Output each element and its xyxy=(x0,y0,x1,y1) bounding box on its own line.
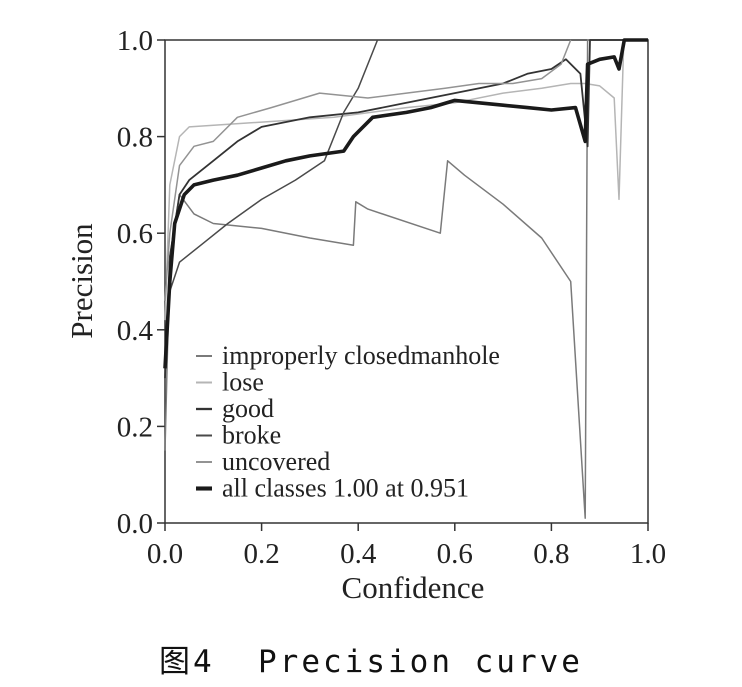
x-tick-label: 0.2 xyxy=(243,538,279,570)
y-tick-label: 0.4 xyxy=(117,315,154,347)
plot-frame xyxy=(164,39,649,524)
y-axis-title: Precision xyxy=(64,223,99,339)
y-tick-label: 0.8 xyxy=(117,122,153,154)
ticks: 0.0 0.2 0.4 0.6 0.8 1.0 0.0 0.2 0.4 0.6 0.8 1.0 xyxy=(117,25,666,570)
x-axis-title: Confidence xyxy=(342,570,485,605)
y-tick-label: 0.0 xyxy=(117,508,153,540)
y-tick-label: 1.0 xyxy=(117,25,153,57)
series-line-2 xyxy=(164,39,648,379)
series-line-4 xyxy=(164,39,572,301)
legend-label-0: improperly closedmanhole xyxy=(222,341,500,370)
series-line-5 xyxy=(163,38,648,369)
legend-label-4: uncovered xyxy=(222,447,330,476)
series-layer xyxy=(163,38,648,519)
y-tick-label: 0.6 xyxy=(117,218,153,250)
series-line-0 xyxy=(164,39,648,519)
series-line-1 xyxy=(164,39,648,321)
x-tick-label: 0.4 xyxy=(340,538,377,570)
legend-label-3: broke xyxy=(222,421,281,450)
x-tick-label: 1.0 xyxy=(630,538,666,570)
x-tick-label: 0.0 xyxy=(147,538,183,570)
series-line-3 xyxy=(164,39,379,355)
axes xyxy=(164,39,649,524)
figure-caption: 图4 Precision curve xyxy=(159,644,583,680)
legend-label-2: good xyxy=(222,394,274,423)
legend-label-5: all classes 1.00 at 0.951 xyxy=(222,474,469,503)
legend: improperly closedmanholelosegoodbrokeunc… xyxy=(196,341,500,503)
x-tick-label: 0.6 xyxy=(437,538,473,570)
y-tick-label: 0.2 xyxy=(117,411,153,443)
legend-label-1: lose xyxy=(222,368,264,397)
x-tick-label: 0.8 xyxy=(533,538,569,570)
